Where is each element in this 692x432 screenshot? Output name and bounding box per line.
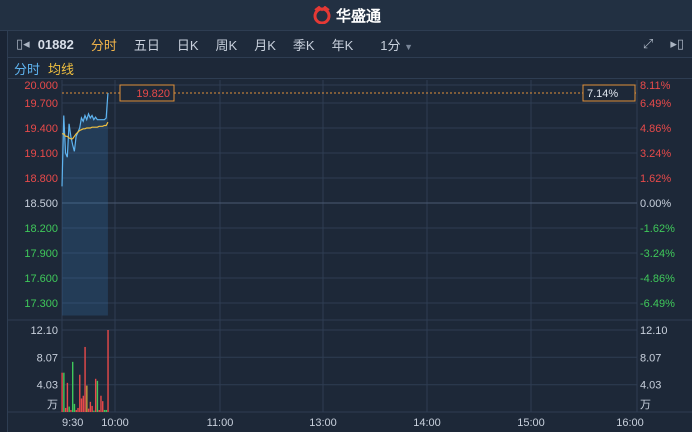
pct-tick: 0.00% — [640, 198, 671, 210]
time-label: 15:00 — [517, 417, 545, 429]
chevron-down-icon: ▼ — [404, 41, 414, 52]
legend-price: 分时 — [14, 61, 41, 77]
time-label: 11:00 — [207, 417, 234, 429]
time-label: 13:00 — [309, 417, 337, 429]
volume-bar — [107, 330, 109, 412]
pct-tick: 6.49% — [640, 98, 671, 110]
volume-bar — [82, 395, 84, 412]
volume-bar — [63, 372, 65, 412]
volume-bar — [98, 409, 100, 412]
volume-bar — [84, 346, 86, 412]
collapse-left-icon[interactable]: ▯◂ — [16, 36, 30, 51]
volume-tick: 4.03 — [37, 380, 58, 392]
volume-bar — [72, 361, 74, 412]
logo-icon — [313, 6, 331, 24]
pct-tick: 1.62% — [640, 173, 671, 185]
volume-bar — [79, 374, 81, 412]
volume-bar — [68, 406, 70, 412]
legend-avg: 均线 — [48, 61, 75, 77]
tab-year-k[interactable]: 年K — [331, 37, 354, 53]
volume-tick-right: 4.03 — [640, 380, 661, 392]
collapse-right-icon[interactable]: ▸▯ — [670, 36, 684, 51]
price-line — [61, 92, 109, 187]
app-header: 华盛通 — [0, 0, 692, 31]
price-tick: 19.400 — [24, 123, 58, 135]
fullscreen-icon[interactable]: ⤢ — [642, 36, 654, 51]
brand-logo: 华盛通 — [311, 5, 381, 26]
crosshair-price: 19.820 — [136, 88, 170, 100]
volume-bar — [94, 378, 97, 412]
volume-bar — [96, 380, 99, 412]
pct-tick: -6.49% — [640, 298, 675, 310]
tab-week-k[interactable]: 周K — [215, 37, 238, 53]
time-label: 16:00 — [616, 417, 644, 429]
volume-unit-right: 万 — [640, 399, 651, 411]
price-tick: 18.500 — [24, 198, 58, 210]
interval-select[interactable]: 1分 ▼ — [380, 35, 413, 54]
tab-day-k[interactable]: 日K — [176, 37, 199, 53]
toolbar: ▯◂ 01882 分时 五日 日K 周K 月K 季K 年K 1分 ▼ ⤢ ▸▯ — [8, 31, 692, 58]
volume-bar — [86, 385, 88, 412]
time-label: 10:00 — [101, 417, 129, 429]
volume-bar — [77, 407, 79, 412]
price-tick: 19.700 — [24, 98, 58, 110]
volume-bar — [100, 395, 102, 412]
volume-tick: 8.07 — [37, 352, 58, 364]
volume-bar — [61, 372, 63, 412]
price-tick: 19.100 — [24, 148, 58, 160]
price-tick: 18.800 — [24, 173, 58, 185]
volume-tick-right: 12.10 — [640, 325, 668, 337]
price-tick: 17.600 — [24, 273, 58, 285]
avg-line — [62, 121, 109, 140]
interval-value: 1分 — [380, 37, 401, 53]
volume-tick-right: 8.07 — [640, 352, 661, 364]
volume-bar — [105, 409, 107, 412]
volume-unit: 万 — [47, 399, 58, 411]
pct-tick: -3.24% — [640, 248, 675, 260]
volume-bar — [80, 398, 83, 412]
volume-bar — [66, 382, 69, 412]
tab-month-k[interactable]: 月K — [254, 37, 276, 53]
volume-bar — [64, 407, 67, 412]
volume-bar — [73, 403, 76, 412]
time-label: 14:00 — [413, 417, 441, 429]
tab-quarter-k[interactable]: 季K — [292, 37, 315, 53]
legend-bar: 分时 均线 — [8, 58, 692, 79]
time-label: 9:30 — [62, 417, 83, 429]
volume-bar — [75, 409, 77, 412]
tab-fenshi[interactable]: 分时 — [90, 37, 117, 53]
volume-bar — [103, 409, 106, 412]
price-tick: 20.000 — [24, 80, 58, 92]
price-tick: 17.900 — [24, 248, 58, 260]
volume-bar — [89, 401, 92, 412]
crosshair-pct-box — [582, 84, 636, 102]
left-panel-edge[interactable] — [0, 31, 8, 432]
crosshair-pct: 7.14% — [587, 88, 618, 100]
volume-bar — [87, 408, 90, 412]
stock-code: 01882 — [37, 36, 74, 52]
tab-5day[interactable]: 五日 — [133, 37, 160, 53]
volume-bar — [93, 410, 95, 412]
pct-tick: 4.86% — [640, 123, 671, 135]
volume-bar — [102, 401, 104, 412]
pct-tick: -4.86% — [640, 273, 675, 285]
volume-tick: 12.10 — [30, 325, 58, 337]
pct-tick: -1.62% — [640, 223, 675, 235]
pct-tick: 3.24% — [640, 148, 671, 160]
brand-name: 华盛通 — [335, 7, 381, 25]
volume-bar — [70, 409, 72, 412]
volume-bar — [91, 405, 93, 412]
price-tick: 18.200 — [24, 223, 58, 235]
pct-tick: 8.11% — [640, 80, 671, 92]
price-tick: 17.300 — [24, 298, 58, 310]
crosshair-price-box — [119, 84, 175, 102]
